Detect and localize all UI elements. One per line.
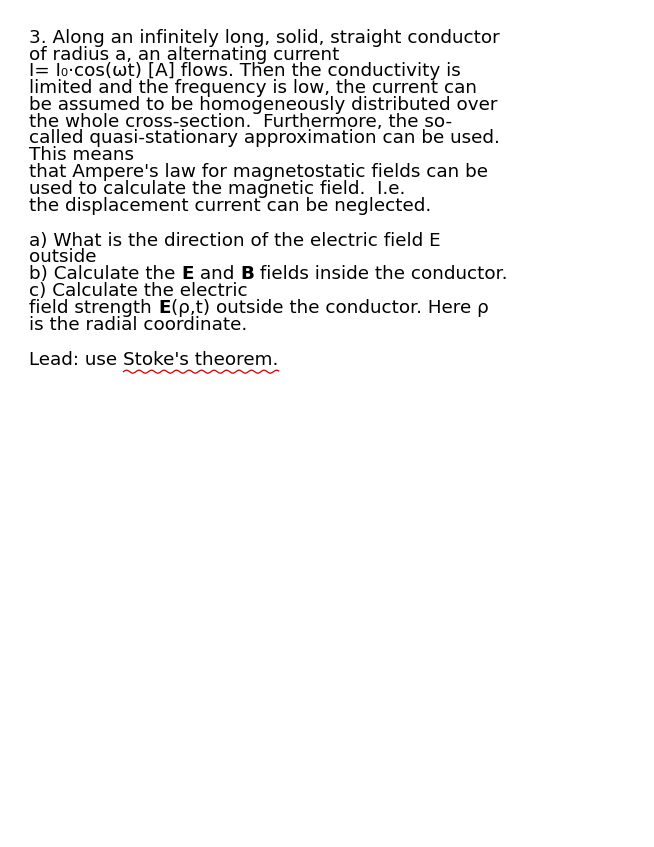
Text: used to calculate the magnetic field.  I.e.: used to calculate the magnetic field. I.… <box>29 180 405 197</box>
Text: limited and the frequency is low, the current can: limited and the frequency is low, the cu… <box>29 79 477 97</box>
Text: is the radial coordinate.: is the radial coordinate. <box>29 316 248 334</box>
Text: a) What is the direction of the electric field E: a) What is the direction of the electric… <box>29 232 441 250</box>
Text: c) Calculate the electric: c) Calculate the electric <box>29 282 248 300</box>
Text: the whole cross-section.  Furthermore, the so-: the whole cross-section. Furthermore, th… <box>29 113 453 130</box>
Text: I= I₀·cos(ωt) [A] flows. Then the conductivity is: I= I₀·cos(ωt) [A] flows. Then the conduc… <box>29 63 461 80</box>
Text: the displacement current can be neglected.: the displacement current can be neglecte… <box>29 197 432 214</box>
Text: that Ampere's law for magnetostatic fields can be: that Ampere's law for magnetostatic fiel… <box>29 163 489 181</box>
Text: b) Calculate the: b) Calculate the <box>29 265 182 283</box>
Text: B: B <box>241 265 254 283</box>
Text: 3. Along an infinitely long, solid, straight conductor: 3. Along an infinitely long, solid, stra… <box>29 29 500 47</box>
Text: fields inside the conductor.: fields inside the conductor. <box>254 265 508 283</box>
Text: and: and <box>194 265 241 283</box>
Text: E: E <box>158 299 171 317</box>
Text: E: E <box>182 265 194 283</box>
Text: (ρ,t) outside the conductor. Here ρ: (ρ,t) outside the conductor. Here ρ <box>171 299 489 317</box>
Text: called quasi-stationary approximation can be used.: called quasi-stationary approximation ca… <box>29 130 500 147</box>
Text: be assumed to be homogeneously distributed over: be assumed to be homogeneously distribut… <box>29 96 498 113</box>
Text: This means: This means <box>29 147 135 164</box>
Text: of radius a, an alternating current: of radius a, an alternating current <box>29 46 340 64</box>
Text: field strength: field strength <box>29 299 158 317</box>
Text: Lead: use Stoke's theorem.: Lead: use Stoke's theorem. <box>29 351 279 368</box>
Text: outside: outside <box>29 248 97 267</box>
